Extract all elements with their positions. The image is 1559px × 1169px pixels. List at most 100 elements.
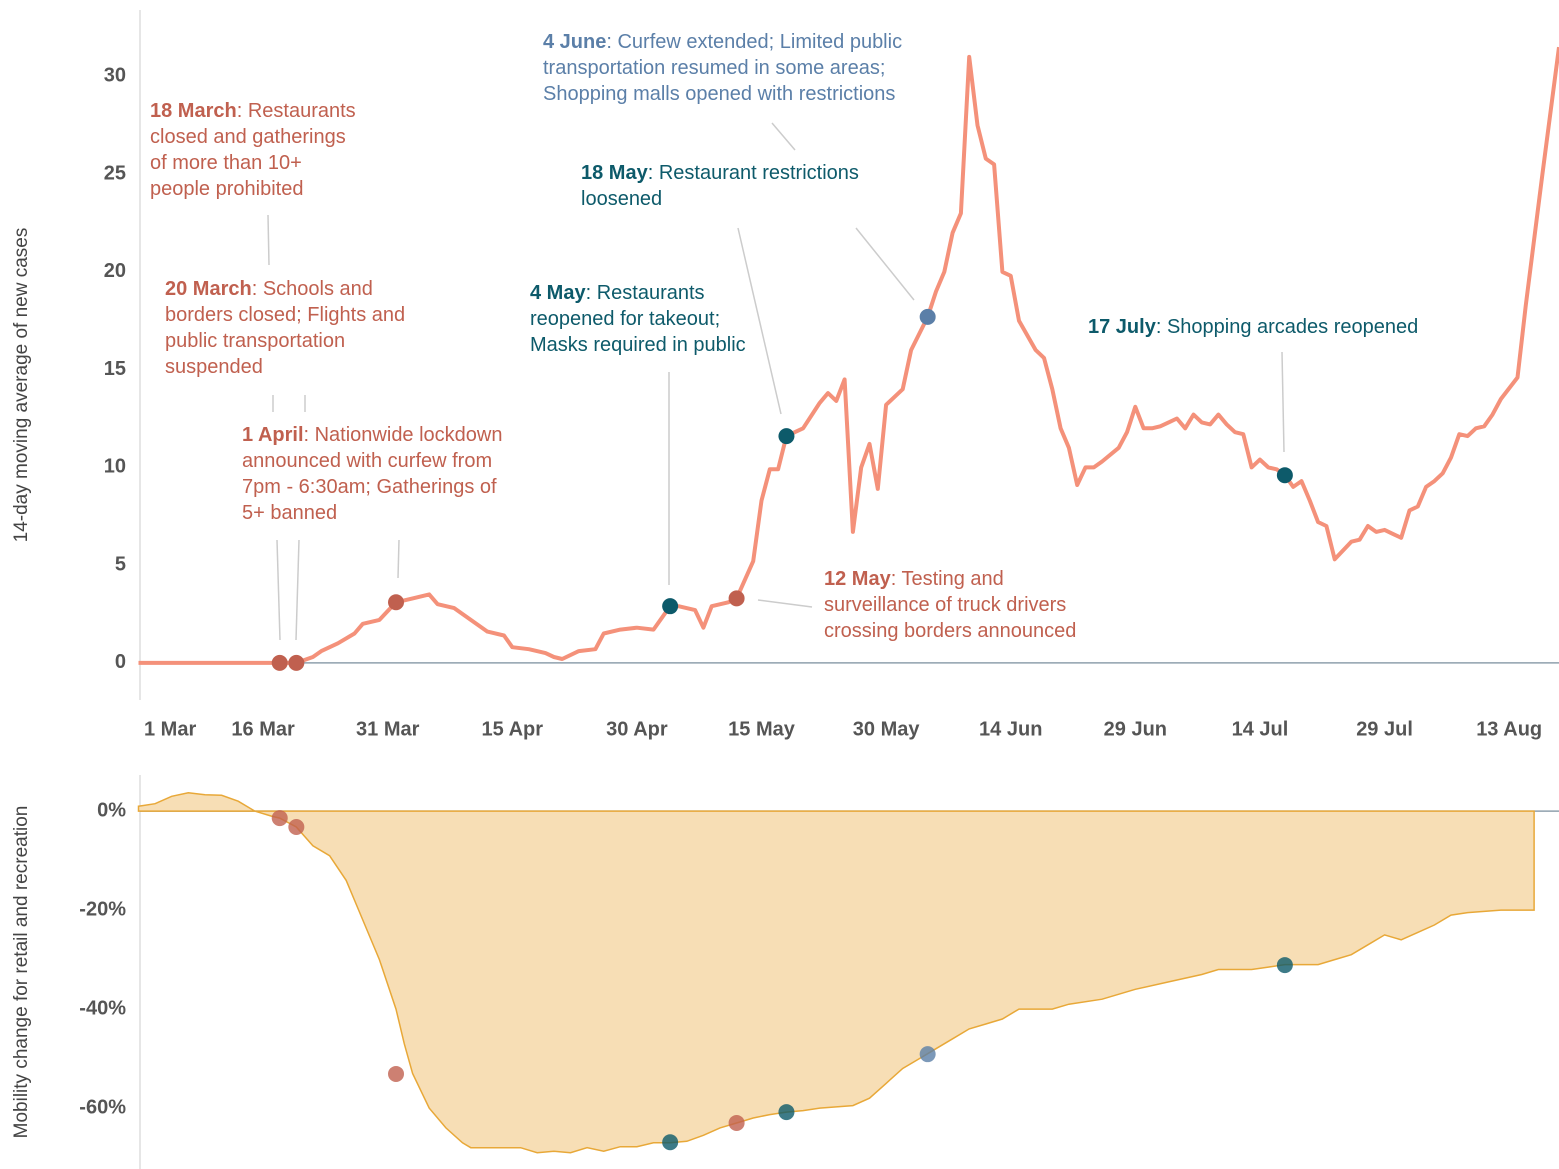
y-tick-label: 0% — [97, 799, 126, 821]
cases-line — [138, 46, 1559, 665]
leader-line — [757, 599, 813, 608]
annotation: 12 May: Testing and — [824, 568, 1004, 590]
y-tick-label: 25 — [104, 162, 126, 184]
annotation-text: : Restaurants — [237, 100, 356, 122]
annotation-text: of more than 10+ — [150, 152, 302, 174]
leader-line — [267, 214, 270, 266]
annotation-date: 4 June — [543, 31, 606, 53]
annotation: people prohibited — [150, 178, 303, 200]
annotation-text: : Curfew extended; Limited public — [606, 31, 902, 53]
leader-line — [855, 227, 915, 301]
annotation: 20 March: Schools and — [165, 278, 373, 300]
event-dot — [778, 428, 795, 445]
event-dot — [919, 308, 936, 325]
leader-line — [737, 227, 782, 415]
annotation-text: closed and gatherings — [150, 126, 346, 148]
x-tick-label: 31 Mar — [356, 718, 420, 740]
annotation-date: 20 March — [165, 278, 252, 300]
annotation-text: public transportation — [165, 330, 345, 352]
event-dot — [778, 1104, 795, 1121]
annotation-text: 7pm - 6:30am; Gatherings of — [242, 476, 497, 498]
annotation-text: Shopping malls opened with restrictions — [543, 83, 895, 105]
annotation-text: 5+ banned — [242, 502, 337, 524]
annotation: 18 May: Restaurant restrictions — [581, 162, 859, 184]
y-tick-label: 20 — [104, 260, 126, 282]
annotation: crossing borders announced — [824, 620, 1076, 642]
event-dot — [271, 810, 288, 827]
annotation: 7pm - 6:30am; Gatherings of — [242, 476, 497, 498]
annotation: 18 March: Restaurants — [150, 100, 356, 122]
y-axis-label: Mobility change for retail and recreatio… — [11, 806, 32, 1139]
annotation-text: crossing borders announced — [824, 620, 1076, 642]
x-tick-label: 14 Jul — [1232, 718, 1289, 740]
annotation-text: : Schools and — [252, 278, 373, 300]
y-tick-label: 0 — [115, 651, 126, 673]
y-tick-label: 10 — [104, 456, 126, 478]
annotation: surveillance of truck drivers — [824, 594, 1066, 616]
annotation: of more than 10+ — [150, 152, 302, 174]
annotation: public transportation — [165, 330, 345, 352]
annotation: closed and gatherings — [150, 126, 346, 148]
event-dot — [662, 1134, 679, 1151]
annotation-text: suspended — [165, 356, 263, 378]
y-tick-label: 5 — [115, 553, 126, 575]
x-tick-label: 1 Mar — [144, 718, 196, 740]
event-dot — [728, 590, 745, 607]
annotation-date: 4 May — [530, 282, 586, 304]
y-tick-label: 30 — [104, 65, 126, 87]
annotation-text: : Restaurants — [586, 282, 705, 304]
annotation: suspended — [165, 356, 263, 378]
annotation-text: surveillance of truck drivers — [824, 594, 1066, 616]
annotation: reopened for takeout; — [530, 308, 720, 330]
x-tick-label: 29 Jul — [1356, 718, 1413, 740]
annotation: loosened — [581, 188, 662, 210]
event-dot — [919, 1046, 936, 1063]
annotation-text: : Nationwide lockdown — [304, 424, 503, 446]
x-tick-label: 16 Mar — [231, 718, 295, 740]
y-tick-label: -60% — [79, 1096, 126, 1118]
leader-line — [771, 122, 796, 151]
y-axis-label: 14-day moving average of new cases — [11, 228, 32, 543]
event-dot — [728, 1114, 745, 1131]
annotation: borders closed; Flights and — [165, 304, 405, 326]
x-tick-label: 30 May — [853, 718, 921, 740]
annotation: 4 May: Restaurants — [530, 282, 705, 304]
event-dot — [1276, 467, 1293, 484]
y-tick-label: -20% — [79, 898, 126, 920]
event-dot — [288, 818, 305, 835]
event-dot — [288, 654, 305, 671]
annotation: 5+ banned — [242, 502, 337, 524]
annotation-text: loosened — [581, 188, 662, 210]
annotation: 1 April: Nationwide lockdown — [242, 424, 503, 446]
x-tick-label: 13 Aug — [1476, 718, 1542, 740]
annotation-text: reopened for takeout; — [530, 308, 720, 330]
y-tick-label: -40% — [79, 997, 126, 1019]
x-tick-label: 29 Jun — [1104, 718, 1167, 740]
annotation: Masks required in public — [530, 334, 746, 356]
event-dot — [271, 654, 288, 671]
x-tick-label: 14 Jun — [979, 718, 1042, 740]
event-dot — [388, 1065, 405, 1082]
annotation-date: 1 April — [242, 424, 304, 446]
event-dot — [1276, 957, 1293, 974]
mobility-area — [137, 792, 1535, 1154]
annotation: 17 July: Shopping arcades reopened — [1088, 316, 1418, 338]
y-tick-label: 15 — [104, 358, 126, 380]
annotation-date: 12 May — [824, 568, 892, 590]
annotation: announced with curfew from — [242, 450, 492, 472]
annotation-date: 18 March — [150, 100, 237, 122]
event-dot — [662, 598, 679, 615]
leader-line — [1281, 351, 1285, 453]
leader-line — [276, 539, 281, 641]
leader-line — [295, 539, 300, 641]
annotation-text: people prohibited — [150, 178, 303, 200]
annotation-date: 18 May — [581, 162, 649, 184]
x-tick-label: 15 Apr — [482, 718, 544, 740]
annotation-text: announced with curfew from — [242, 450, 492, 472]
annotation-text: Masks required in public — [530, 334, 746, 356]
annotation-text: : Restaurant restrictions — [648, 162, 859, 184]
leader-line — [397, 539, 400, 579]
annotation: transportation resumed in some areas; — [543, 57, 885, 79]
annotation-text: transportation resumed in some areas; — [543, 57, 885, 79]
